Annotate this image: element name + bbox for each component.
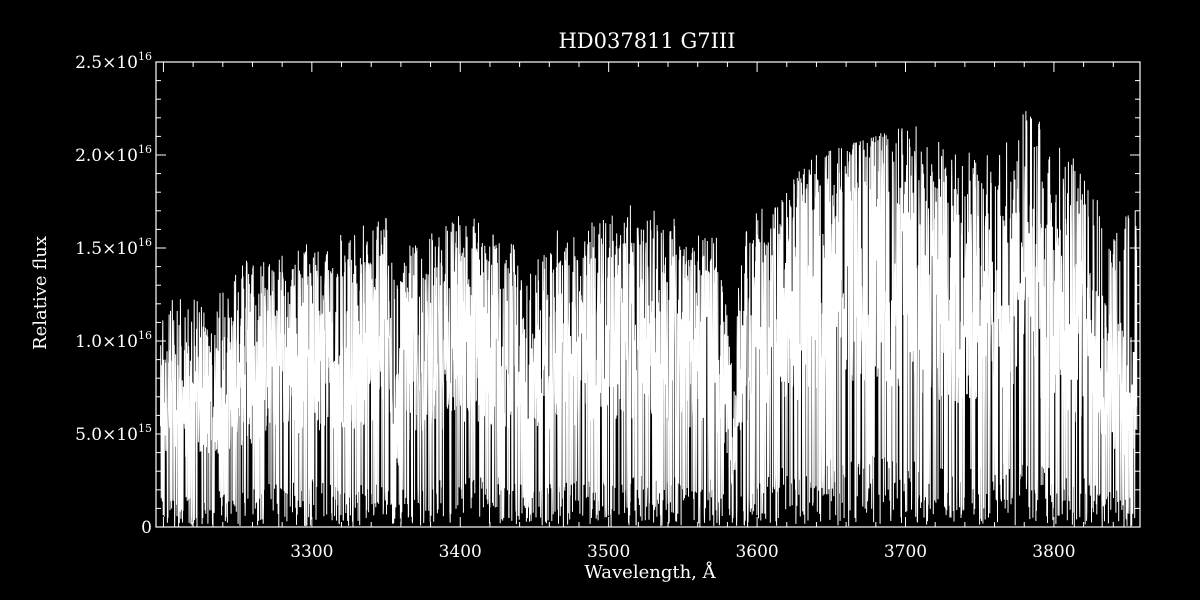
x-axis-label: Wavelength, Å <box>584 561 716 583</box>
x-tick-label: 3600 <box>735 542 778 562</box>
x-tick-label: 3500 <box>587 542 630 562</box>
spectrum-line <box>160 111 1138 527</box>
plot-frame <box>155 61 1141 528</box>
x-tick-label: 3400 <box>439 542 482 562</box>
x-tick-label: 3800 <box>1032 542 1075 562</box>
x-tick-label: 3300 <box>290 542 333 562</box>
y-tick-label: 2.0×1016 <box>75 143 152 166</box>
y-tick-label: 2.5×1016 <box>75 50 152 73</box>
y-tick-label: 0 <box>141 518 152 538</box>
y-axis: 0 5.0×1015 1.0×1016 1.5×1016 2.0×1016 2.5×101… <box>75 50 1140 538</box>
y-axis-label: Relative flux <box>30 236 51 350</box>
y-tick-label: 1.5×1016 <box>75 236 152 259</box>
x-tick-label: 3700 <box>884 542 927 562</box>
y-tick-label: 1.0×1016 <box>75 329 152 352</box>
x-axis: 3300 3400 3500 3600 3700 3800 <box>162 62 1114 562</box>
chart-title: HD037811 G7III <box>558 29 735 53</box>
y-tick-label: 5.0×1015 <box>75 422 152 445</box>
plot-area <box>160 111 1138 527</box>
